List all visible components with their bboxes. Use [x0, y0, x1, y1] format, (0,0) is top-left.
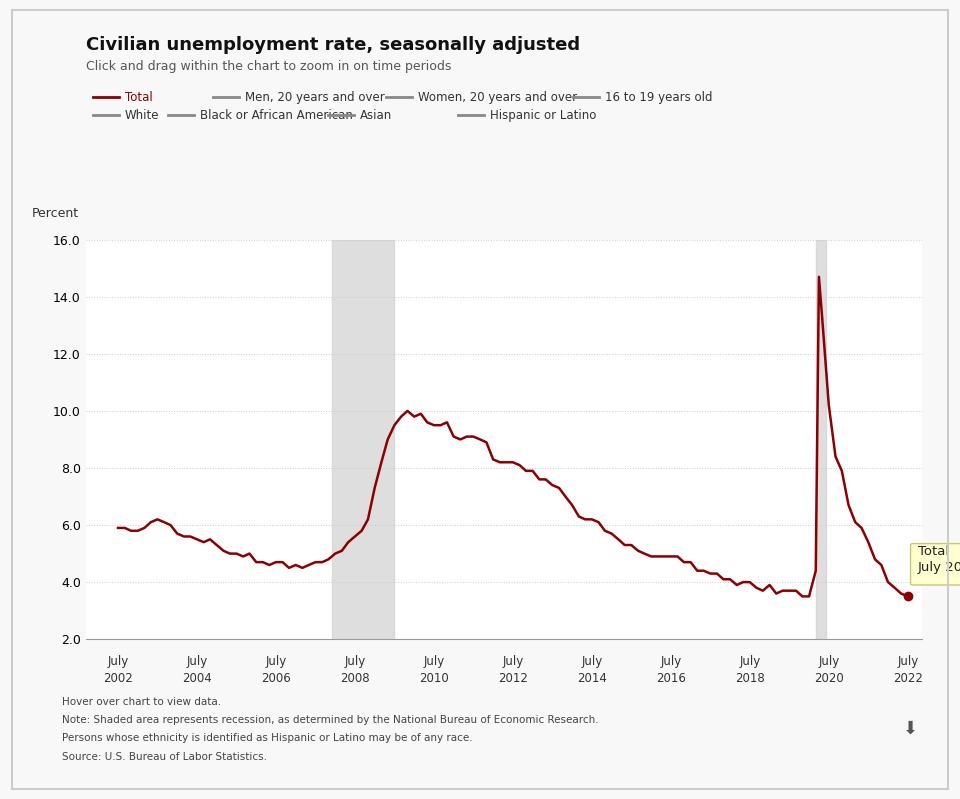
Text: 2020: 2020: [814, 672, 844, 685]
Text: Hispanic or Latino: Hispanic or Latino: [490, 109, 596, 121]
Text: Total: Total: [918, 545, 948, 558]
Text: Click and drag within the chart to zoom in on time periods: Click and drag within the chart to zoom …: [86, 60, 452, 74]
Text: July: July: [108, 655, 129, 668]
Text: Source: U.S. Bureau of Labor Statistics.: Source: U.S. Bureau of Labor Statistics.: [62, 752, 268, 762]
Text: July: July: [739, 655, 760, 668]
Text: 2006: 2006: [261, 672, 291, 685]
Text: July: July: [265, 655, 287, 668]
Text: 2016: 2016: [656, 672, 685, 685]
Text: 2018: 2018: [735, 672, 765, 685]
Text: 2004: 2004: [182, 672, 212, 685]
Text: July: July: [818, 655, 839, 668]
Text: ⬇: ⬇: [902, 719, 918, 737]
Text: Hover over chart to view data.: Hover over chart to view data.: [62, 697, 222, 707]
Text: Men, 20 years and over: Men, 20 years and over: [245, 91, 385, 104]
Text: July: July: [660, 655, 682, 668]
Text: Total: Total: [125, 91, 153, 104]
Text: 2022: 2022: [893, 672, 923, 685]
Bar: [816, 240, 826, 639]
Text: Black or African American: Black or African American: [200, 109, 352, 121]
Text: July: July: [581, 655, 603, 668]
Text: July: July: [345, 655, 366, 668]
Text: July: July: [186, 655, 207, 668]
Text: White: White: [125, 109, 159, 121]
Text: Percent: Percent: [32, 207, 80, 220]
Text: July 2022:: July 2022:: [918, 561, 960, 574]
Text: 16 to 19 years old: 16 to 19 years old: [605, 91, 712, 104]
Text: 2010: 2010: [419, 672, 448, 685]
Text: 2012: 2012: [498, 672, 528, 685]
Text: July: July: [898, 655, 919, 668]
Text: July: July: [502, 655, 523, 668]
Text: Civilian unemployment rate, seasonally adjusted: Civilian unemployment rate, seasonally a…: [86, 35, 581, 54]
FancyBboxPatch shape: [910, 543, 960, 585]
Text: July: July: [423, 655, 444, 668]
Text: 2008: 2008: [340, 672, 370, 685]
Bar: [332, 240, 395, 639]
Text: 2014: 2014: [577, 672, 607, 685]
Text: Persons whose ethnicity is identified as Hispanic or Latino may be of any race.: Persons whose ethnicity is identified as…: [62, 733, 473, 744]
Text: Women, 20 years and over: Women, 20 years and over: [418, 91, 577, 104]
Text: 2002: 2002: [103, 672, 132, 685]
Text: Asian: Asian: [360, 109, 393, 121]
Text: Note: Shaded area represents recession, as determined by the National Bureau of : Note: Shaded area represents recession, …: [62, 715, 599, 725]
